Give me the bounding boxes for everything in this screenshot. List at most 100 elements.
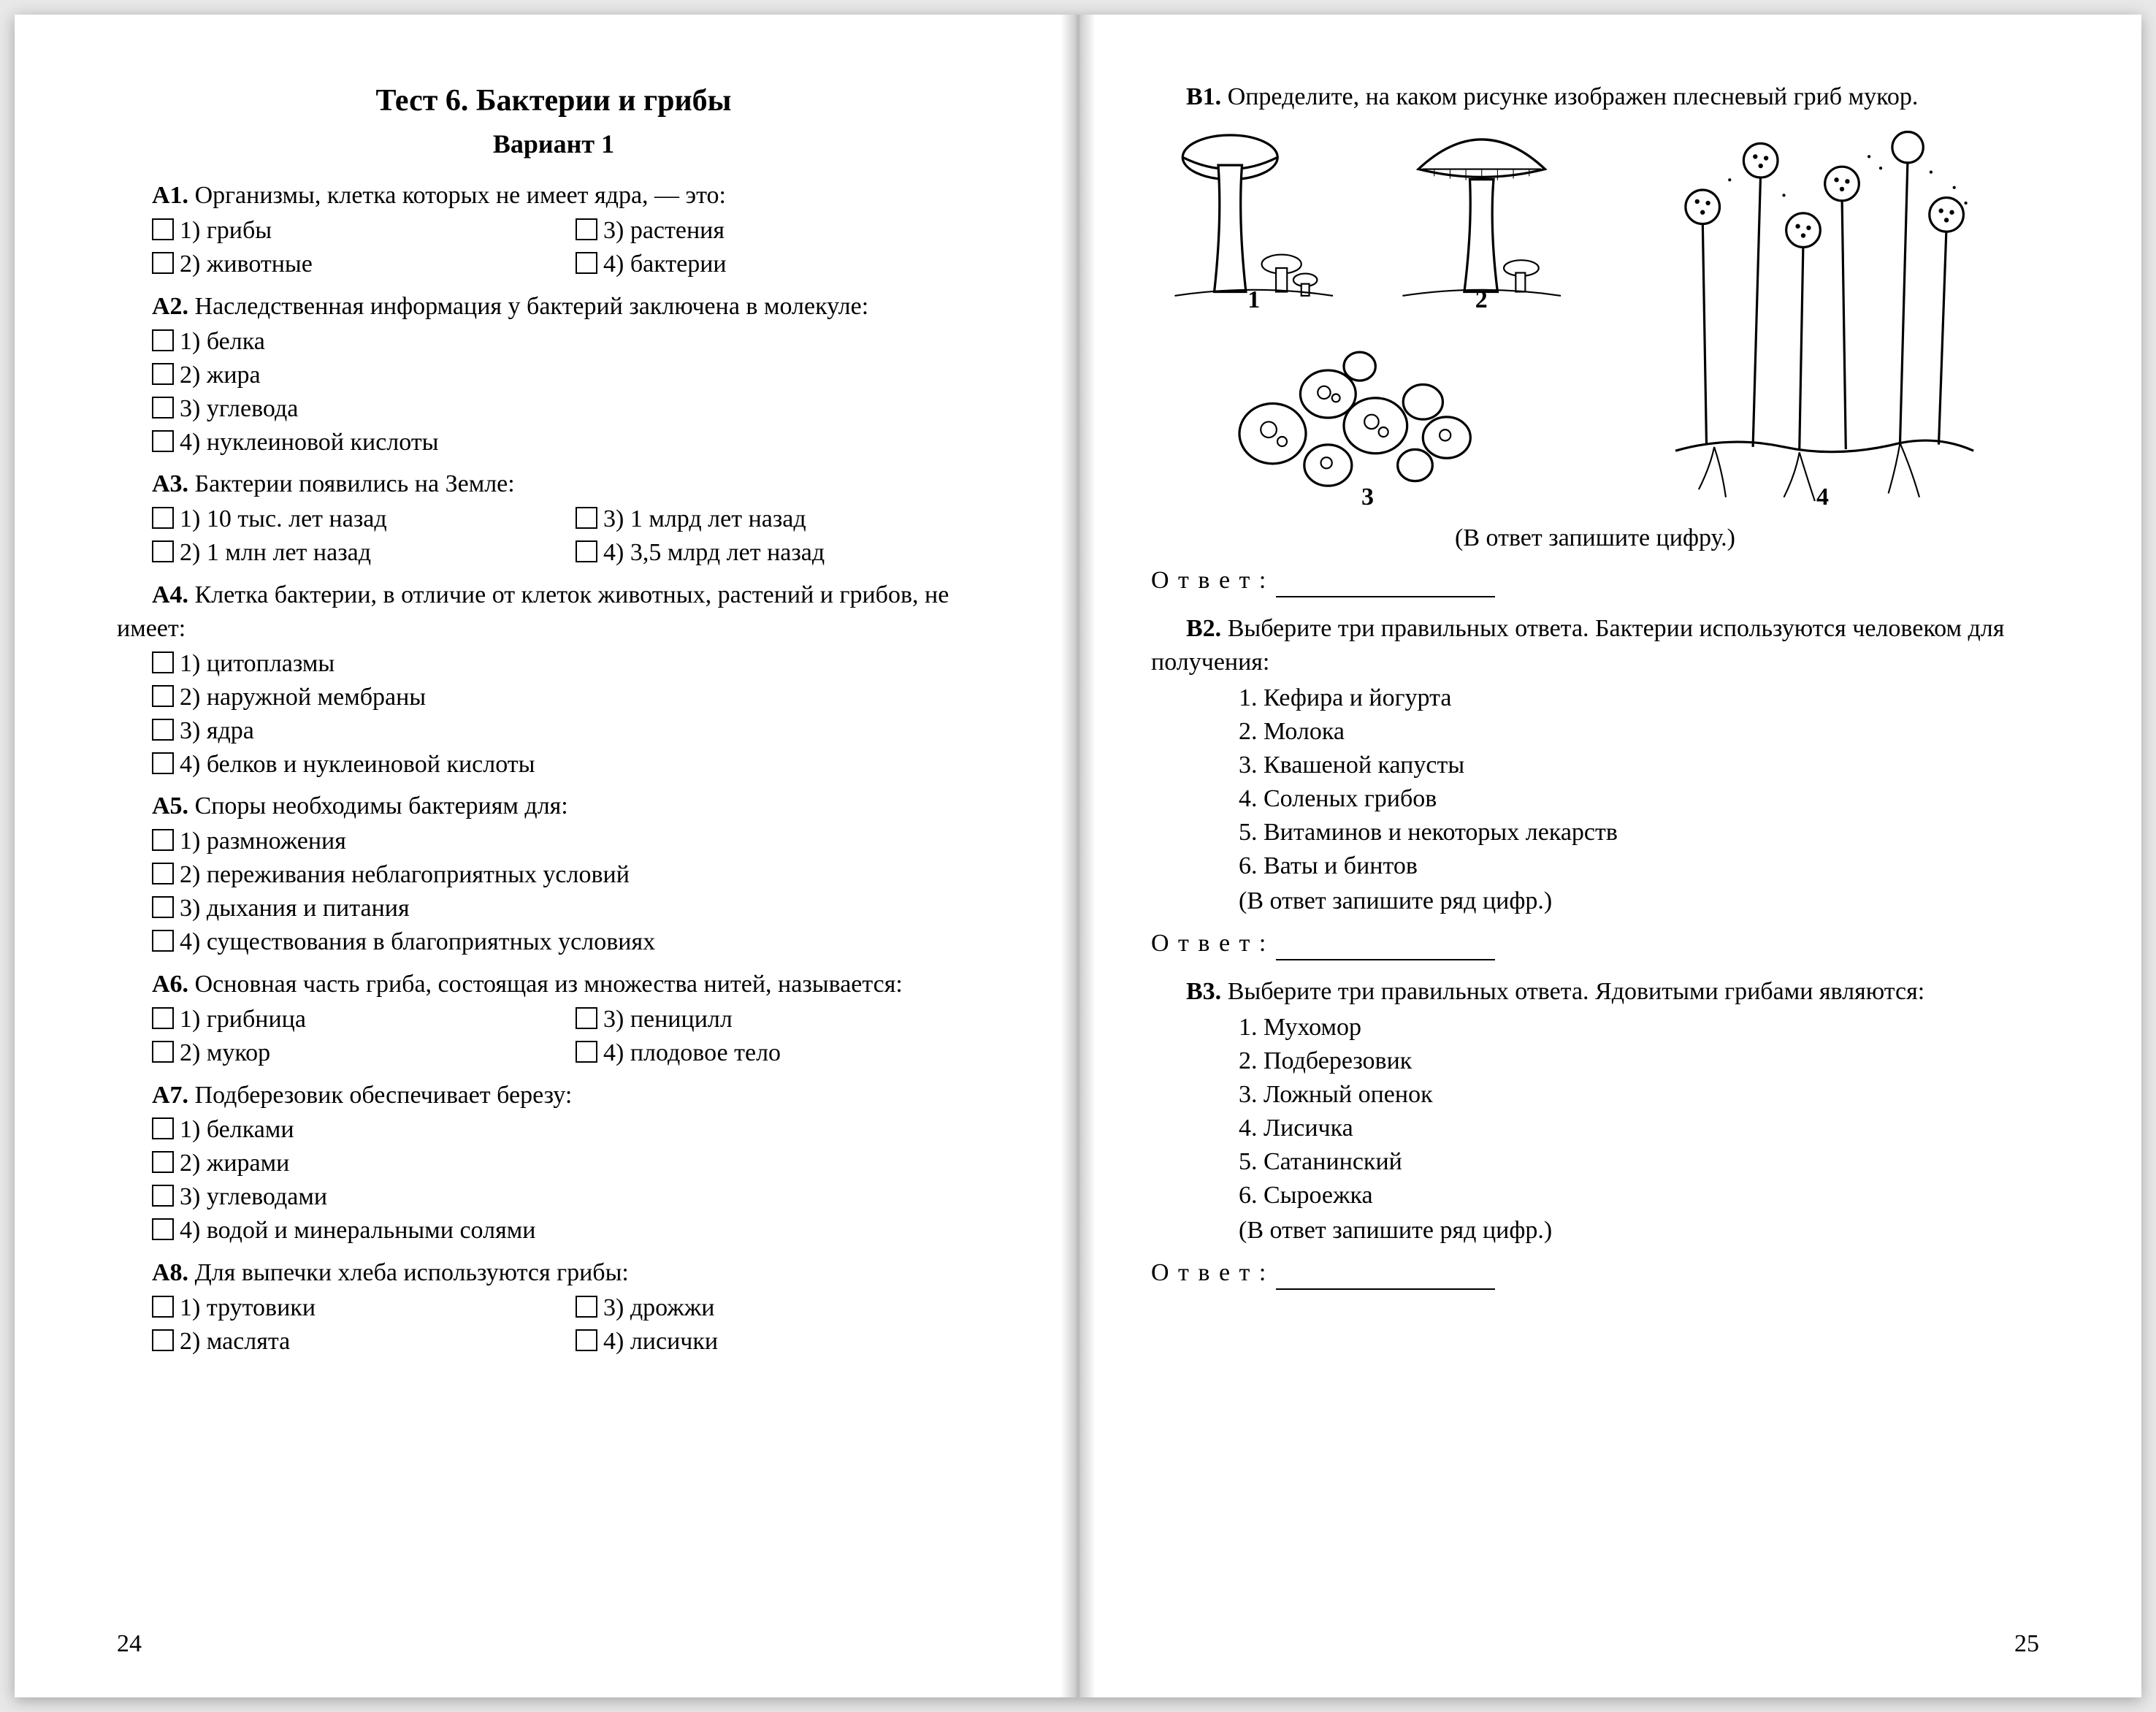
question-text: Выберите три правильных ответа. Бактерии… — [1151, 615, 2004, 676]
option-label: 3) 1 млрд лет назад — [603, 502, 806, 536]
list-item: 5. Сатанинский — [1239, 1145, 2039, 1179]
checkbox[interactable] — [152, 1296, 174, 1318]
test-title: Тест 6. Бактерии и грибы — [117, 80, 990, 122]
figure-label-1: 1 — [1247, 283, 1260, 317]
option-row: 4) водой и минеральными солями — [152, 1214, 990, 1247]
answer-blank[interactable] — [1276, 940, 1495, 960]
checkbox[interactable] — [152, 1185, 174, 1207]
b2-hint: (В ответ запишите ряд цифр.) — [1239, 884, 2039, 918]
question-b2: В2. Выберите три правильных ответа. Бакт… — [1151, 612, 2039, 960]
question-text: Споры необходимы бактериям для: — [188, 792, 568, 819]
option-row: 3) дыхания и питания — [152, 892, 990, 925]
checkbox[interactable] — [152, 930, 174, 952]
question-6: А6. Основная часть гриба, состоящая из м… — [117, 968, 990, 1070]
option-row: 1) трутовики — [152, 1291, 567, 1325]
option-label: 1) грибница — [180, 1003, 306, 1036]
option-label: 4) белков и нуклеиновой кислоты — [180, 748, 535, 782]
answer-blank[interactable] — [1276, 1269, 1495, 1290]
question-7: А7. Подберезовик обеспечивает березу:1) … — [117, 1079, 990, 1247]
checkbox[interactable] — [152, 896, 174, 918]
option-label: 2) маслята — [180, 1325, 290, 1358]
list-item: 2. Молока — [1239, 715, 2039, 749]
list-item: 2. Подберезовик — [1239, 1044, 2039, 1078]
checkbox[interactable] — [152, 1117, 174, 1139]
option-row: 3) пеницилл — [576, 1003, 990, 1036]
option-label: 3) углеводами — [180, 1180, 327, 1214]
checkbox[interactable] — [576, 507, 597, 529]
checkbox[interactable] — [152, 218, 174, 240]
answer-line: О т в е т : — [1151, 564, 2039, 597]
option-label: 2) мукор — [180, 1036, 270, 1070]
checkbox[interactable] — [152, 829, 174, 851]
checkbox[interactable] — [576, 218, 597, 240]
question-8: А8. Для выпечки хлеба используются грибы… — [117, 1256, 990, 1358]
mold-icon — [1606, 126, 2039, 513]
question-3: А3. Бактерии появились на Земле:1) 10 ты… — [117, 467, 990, 570]
option-row: 1) грибница — [152, 1003, 567, 1036]
option-row: 2) маслята — [152, 1325, 567, 1358]
checkbox[interactable] — [152, 329, 174, 351]
option-row: 1) белками — [152, 1113, 990, 1147]
question-code: В2. — [1186, 615, 1221, 642]
checkbox[interactable] — [152, 397, 174, 419]
checkbox[interactable] — [576, 252, 597, 274]
figure-label-4: 4 — [1816, 481, 1829, 514]
page-number-left: 24 — [117, 1627, 142, 1661]
checkbox[interactable] — [152, 719, 174, 741]
question-5: А5. Споры необходимы бактериям для:1) ра… — [117, 790, 990, 958]
question-text: Бактерии появились на Земле: — [188, 470, 515, 497]
checkbox[interactable] — [576, 1329, 597, 1351]
checkbox[interactable] — [152, 1041, 174, 1063]
option-label: 2) жирами — [180, 1147, 289, 1180]
checkbox[interactable] — [152, 1329, 174, 1351]
option-row: 2) наружной мембраны — [152, 681, 990, 714]
question-text: Выберите три правильных ответа. Ядовитым… — [1228, 978, 1924, 1005]
question-code: А4. — [152, 581, 188, 608]
question-text: Клетка бактерии, в отличие от клеток жив… — [117, 581, 949, 642]
option-row: 4) плодовое тело — [576, 1036, 990, 1070]
checkbox[interactable] — [152, 363, 174, 385]
option-row: 1) белка — [152, 325, 990, 359]
answer-line: О т в е т : — [1151, 1256, 2039, 1290]
option-label: 4) лисички — [603, 1325, 718, 1358]
answer-line: О т в е т : — [1151, 927, 2039, 960]
option-label: 3) пеницилл — [603, 1003, 733, 1036]
figure-label-3: 3 — [1361, 481, 1374, 514]
answer-label: О т в е т : — [1151, 564, 1267, 597]
question-1: А1. Организмы, клетка которых не имеет я… — [117, 179, 990, 281]
checkbox[interactable] — [152, 507, 174, 529]
option-row: 4) лисички — [576, 1325, 990, 1358]
checkbox[interactable] — [152, 651, 174, 673]
checkbox[interactable] — [576, 1007, 597, 1029]
checkbox[interactable] — [152, 1218, 174, 1240]
answer-blank[interactable] — [1276, 577, 1495, 597]
option-label: 1) грибы — [180, 214, 272, 248]
option-label: 1) цитоплазмы — [180, 647, 335, 681]
checkbox[interactable] — [152, 863, 174, 884]
option-row: 2) мукор — [152, 1036, 567, 1070]
option-row: 2) 1 млн лет назад — [152, 536, 567, 570]
checkbox[interactable] — [576, 1041, 597, 1063]
question-b1: В1. Определите, на каком рисунке изображ… — [1151, 80, 2039, 597]
checkbox[interactable] — [152, 1151, 174, 1173]
checkbox[interactable] — [576, 1296, 597, 1318]
checkbox[interactable] — [152, 252, 174, 274]
checkbox[interactable] — [152, 685, 174, 707]
checkbox[interactable] — [152, 752, 174, 774]
checkbox[interactable] — [152, 1007, 174, 1029]
answer-label: О т в е т : — [1151, 1256, 1267, 1290]
list-item: 5. Витаминов и некоторых лекарств — [1239, 816, 2039, 849]
option-label: 2) переживания неблагоприятных условий — [180, 858, 630, 892]
question-text: Определите, на каком рисунке изображен п… — [1228, 83, 1919, 110]
question-text: Подберезовик обеспечивает березу: — [188, 1082, 572, 1109]
question-code: В1. — [1186, 83, 1221, 110]
figure-3: 3 — [1151, 323, 1584, 513]
option-label: 4) 3,5 млрд лет назад — [603, 536, 825, 570]
checkbox[interactable] — [152, 430, 174, 452]
question-code: А3. — [152, 470, 188, 497]
checkbox[interactable] — [576, 540, 597, 562]
checkbox[interactable] — [152, 540, 174, 562]
question-code: А2. — [152, 293, 188, 320]
option-label: 3) углевода — [180, 392, 298, 426]
option-row: 4) существования в благоприятных условия… — [152, 925, 990, 959]
